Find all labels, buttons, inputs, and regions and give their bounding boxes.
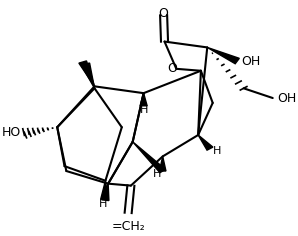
Text: OH: OH — [241, 55, 260, 67]
Text: O: O — [167, 62, 177, 75]
Polygon shape — [140, 93, 147, 106]
Text: H: H — [139, 105, 148, 115]
Polygon shape — [159, 156, 166, 171]
Polygon shape — [133, 142, 165, 173]
Text: =CH₂: =CH₂ — [111, 220, 145, 233]
Text: H: H — [99, 199, 107, 209]
Polygon shape — [81, 63, 94, 88]
Text: H: H — [153, 169, 162, 179]
Text: HO: HO — [1, 126, 21, 139]
Polygon shape — [198, 135, 213, 150]
Polygon shape — [101, 181, 108, 199]
Polygon shape — [102, 184, 109, 201]
Text: OH: OH — [277, 92, 296, 105]
Text: H: H — [212, 146, 221, 156]
Text: O: O — [159, 7, 169, 20]
Polygon shape — [207, 47, 239, 64]
Polygon shape — [79, 61, 94, 86]
